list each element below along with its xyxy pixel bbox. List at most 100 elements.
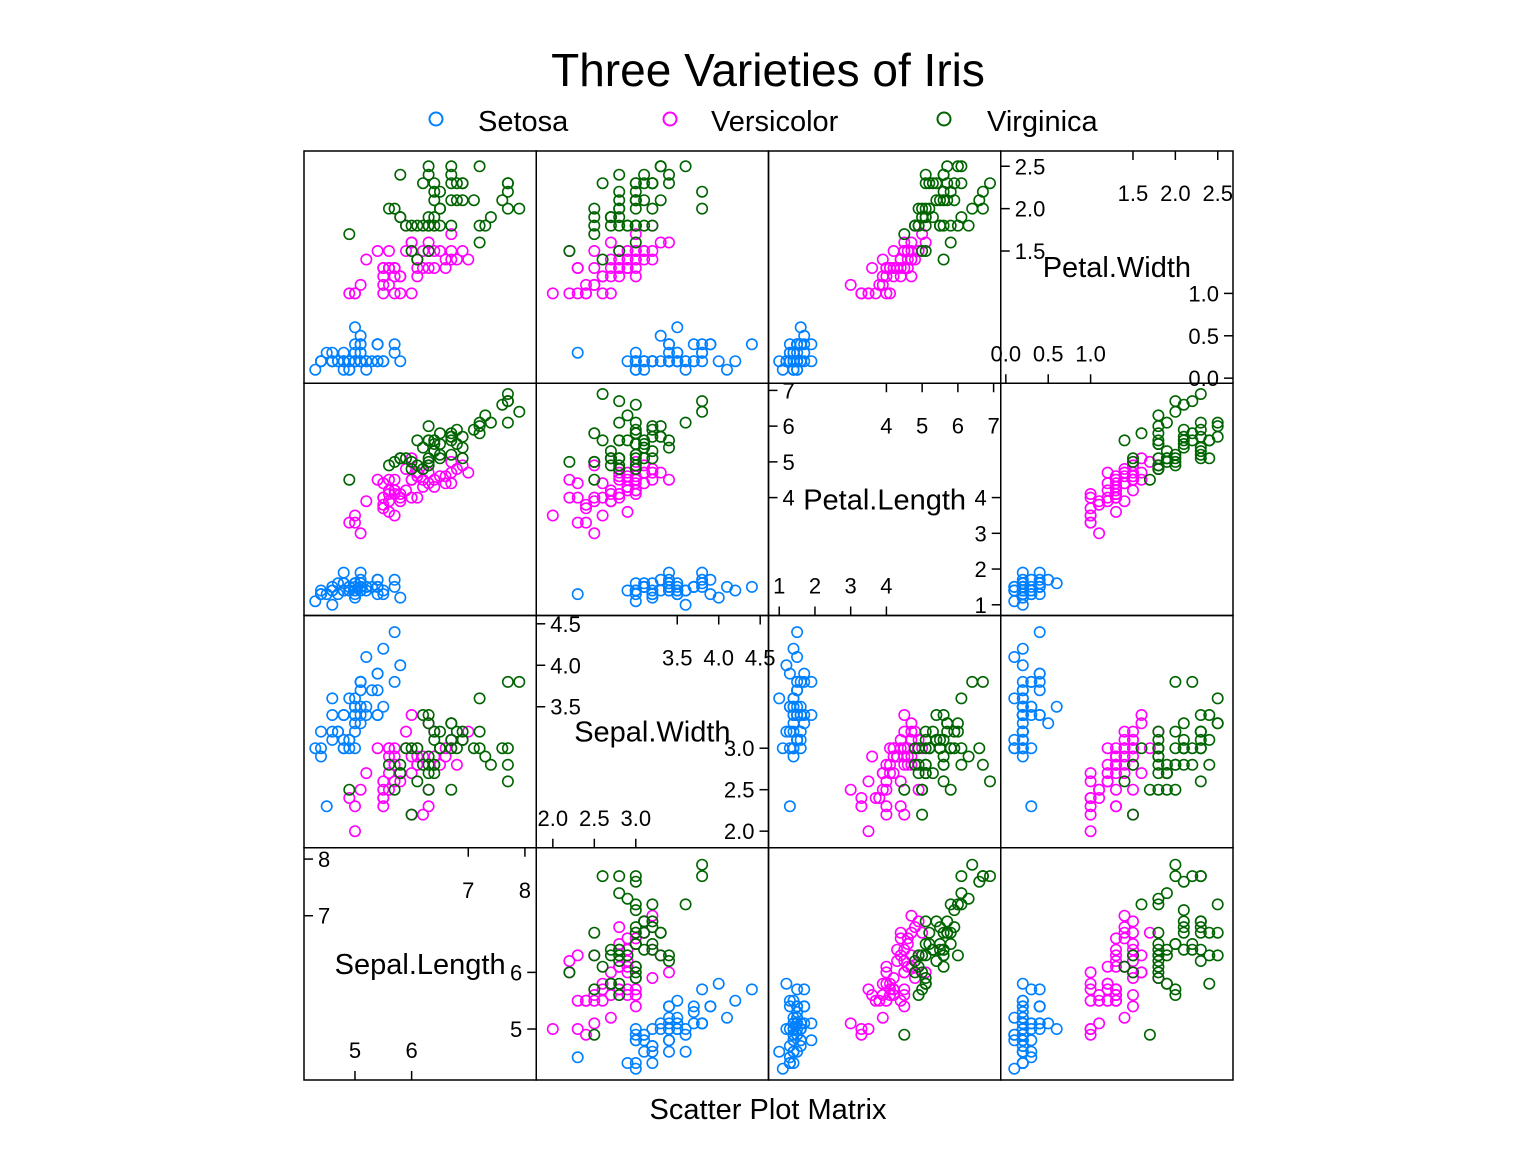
point-virginica bbox=[976, 758, 989, 771]
point-virginica bbox=[479, 409, 492, 422]
point-setosa bbox=[646, 584, 659, 597]
point-setosa bbox=[687, 1005, 700, 1018]
point-versicolor bbox=[629, 270, 642, 283]
point-virginica bbox=[604, 445, 617, 458]
point-setosa bbox=[1016, 733, 1029, 746]
point-versicolor bbox=[1135, 708, 1148, 721]
point-virginica bbox=[473, 219, 486, 232]
point-virginica bbox=[696, 858, 709, 871]
point-virginica bbox=[646, 423, 659, 436]
point-virginica bbox=[388, 202, 401, 215]
point-setosa bbox=[787, 725, 800, 738]
point-setosa bbox=[348, 700, 361, 713]
point-virginica bbox=[450, 194, 463, 207]
point-versicolor bbox=[880, 775, 893, 788]
point-virginica bbox=[951, 725, 964, 738]
panel-Petal.Width-vs-Sepal.Length bbox=[1000, 847, 1234, 1081]
point-virginica bbox=[1177, 742, 1190, 755]
tick-label: 3.0 bbox=[724, 736, 755, 761]
point-virginica bbox=[962, 892, 975, 905]
point-versicolor bbox=[604, 253, 617, 266]
point-versicolor bbox=[621, 966, 634, 979]
point-virginica bbox=[428, 758, 441, 771]
point-virginica bbox=[1143, 1028, 1156, 1041]
point-virginica bbox=[428, 767, 441, 780]
point-virginica bbox=[1152, 758, 1165, 771]
point-virginica bbox=[422, 211, 435, 224]
point-setosa bbox=[687, 338, 700, 351]
point-setosa bbox=[805, 675, 818, 688]
point-versicolor bbox=[588, 994, 601, 1007]
point-versicolor bbox=[901, 253, 914, 266]
point-versicolor bbox=[1127, 783, 1140, 796]
point-virginica bbox=[411, 219, 424, 232]
point-virginica bbox=[916, 245, 929, 258]
panel-Sepal.Width-vs-Petal.Width bbox=[535, 150, 770, 384]
point-virginica bbox=[912, 988, 925, 1001]
point-versicolor bbox=[1084, 487, 1097, 500]
point-virginica bbox=[422, 452, 435, 465]
point-setosa bbox=[388, 675, 401, 688]
point-versicolor bbox=[1084, 775, 1097, 788]
point-setosa bbox=[621, 1057, 634, 1070]
point-setosa bbox=[687, 1000, 700, 1013]
point-virginica bbox=[1152, 892, 1165, 905]
point-virginica bbox=[629, 937, 642, 950]
point-setosa bbox=[337, 566, 350, 579]
point-virginica bbox=[456, 177, 469, 190]
point-setosa bbox=[679, 1022, 692, 1035]
point-virginica bbox=[422, 708, 435, 721]
point-virginica bbox=[646, 452, 659, 465]
point-setosa bbox=[1008, 1062, 1021, 1075]
point-setosa bbox=[654, 355, 667, 368]
point-virginica bbox=[1127, 966, 1140, 979]
point-virginica bbox=[937, 185, 950, 198]
point-virginica bbox=[638, 219, 651, 232]
point-setosa bbox=[662, 1022, 675, 1035]
point-virginica bbox=[1203, 926, 1216, 939]
point-versicolor bbox=[416, 245, 429, 258]
point-versicolor bbox=[579, 498, 592, 511]
point-virginica bbox=[919, 219, 932, 232]
point-versicolor bbox=[462, 725, 475, 738]
point-virginica bbox=[445, 168, 458, 181]
point-setosa bbox=[354, 717, 367, 730]
point-versicolor bbox=[880, 783, 893, 796]
point-setosa bbox=[646, 1040, 659, 1053]
point-setosa bbox=[687, 580, 700, 593]
point-versicolor bbox=[613, 487, 626, 500]
point-virginica bbox=[662, 177, 675, 190]
point-setosa bbox=[337, 708, 350, 721]
point-virginica bbox=[923, 742, 936, 755]
point-virginica bbox=[944, 783, 957, 796]
point-setosa bbox=[704, 338, 717, 351]
point-virginica bbox=[613, 452, 626, 465]
point-virginica bbox=[1203, 733, 1216, 746]
point-setosa bbox=[787, 717, 800, 730]
point-versicolor bbox=[588, 988, 601, 1001]
point-versicolor bbox=[1084, 767, 1097, 780]
point-versicolor bbox=[1084, 800, 1097, 813]
point-virginica bbox=[944, 937, 957, 950]
point-versicolor bbox=[343, 287, 356, 300]
point-versicolor bbox=[462, 253, 475, 266]
tick-label: 5 bbox=[783, 450, 795, 475]
point-versicolor bbox=[571, 287, 584, 300]
point-setosa bbox=[671, 1011, 684, 1024]
point-virginica bbox=[1152, 949, 1165, 962]
point-versicolor bbox=[596, 509, 609, 522]
point-versicolor bbox=[405, 708, 418, 721]
point-versicolor bbox=[382, 278, 395, 291]
point-virginica bbox=[422, 420, 435, 433]
point-versicolor bbox=[382, 767, 395, 780]
point-virginica bbox=[930, 194, 943, 207]
point-virginica bbox=[654, 194, 667, 207]
point-setosa bbox=[780, 977, 793, 990]
point-virginica bbox=[604, 211, 617, 224]
point-setosa bbox=[1025, 983, 1038, 996]
point-setosa bbox=[1016, 1000, 1029, 1013]
point-virginica bbox=[638, 926, 651, 939]
point-versicolor bbox=[1110, 954, 1123, 967]
point-setosa bbox=[1033, 573, 1046, 586]
point-versicolor bbox=[1084, 977, 1097, 990]
